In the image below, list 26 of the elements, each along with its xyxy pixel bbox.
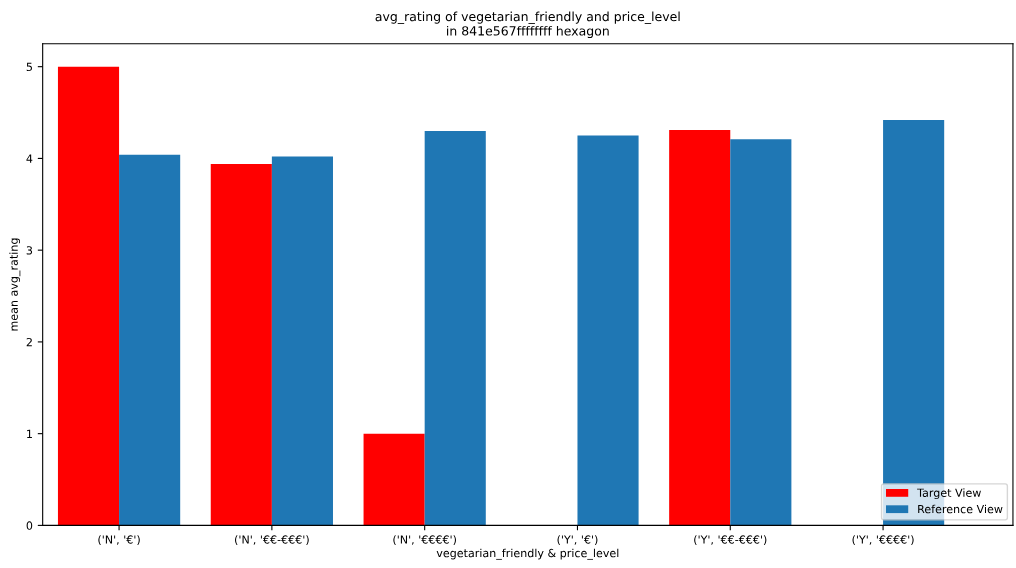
x-tick-label: ('Y', '€€-€€€') bbox=[694, 535, 767, 546]
bar bbox=[271, 156, 333, 526]
y-tick-label: 0 bbox=[26, 521, 33, 530]
bar bbox=[730, 139, 792, 526]
bar bbox=[119, 154, 181, 526]
y-tick-label: 3 bbox=[26, 246, 33, 255]
y-tick-label: 5 bbox=[26, 62, 32, 72]
x-tick-label: ('N', '€€€€') bbox=[393, 535, 456, 546]
bar bbox=[669, 129, 731, 526]
legend-label: Reference View bbox=[918, 504, 1003, 514]
y-tick-label: 4 bbox=[26, 154, 33, 163]
legend-label: Target View bbox=[917, 488, 981, 500]
bar bbox=[363, 433, 425, 526]
bar bbox=[57, 66, 120, 526]
y-axis-title: mean avg_rating bbox=[9, 238, 21, 331]
chart-title: avg_rating of vegetarian_friendly and price_level in 841e567ffffffff hexagon bbox=[375, 11, 680, 38]
x-tick-label: ('Y', '€€€€') bbox=[852, 535, 914, 546]
x-tick-label: ('Y', '€') bbox=[557, 535, 598, 546]
x-axis-title: vegetarian_friendly & price_level bbox=[436, 548, 619, 560]
y-tick-label: 2 bbox=[26, 337, 32, 347]
x-tick-label: ('N', '€') bbox=[98, 535, 140, 546]
x-tick-label: ('N', '€€-€€€') bbox=[235, 535, 309, 546]
y-tick-label: 1 bbox=[27, 429, 32, 438]
bar bbox=[577, 135, 639, 526]
bar bbox=[424, 130, 486, 526]
bar bbox=[210, 163, 272, 526]
